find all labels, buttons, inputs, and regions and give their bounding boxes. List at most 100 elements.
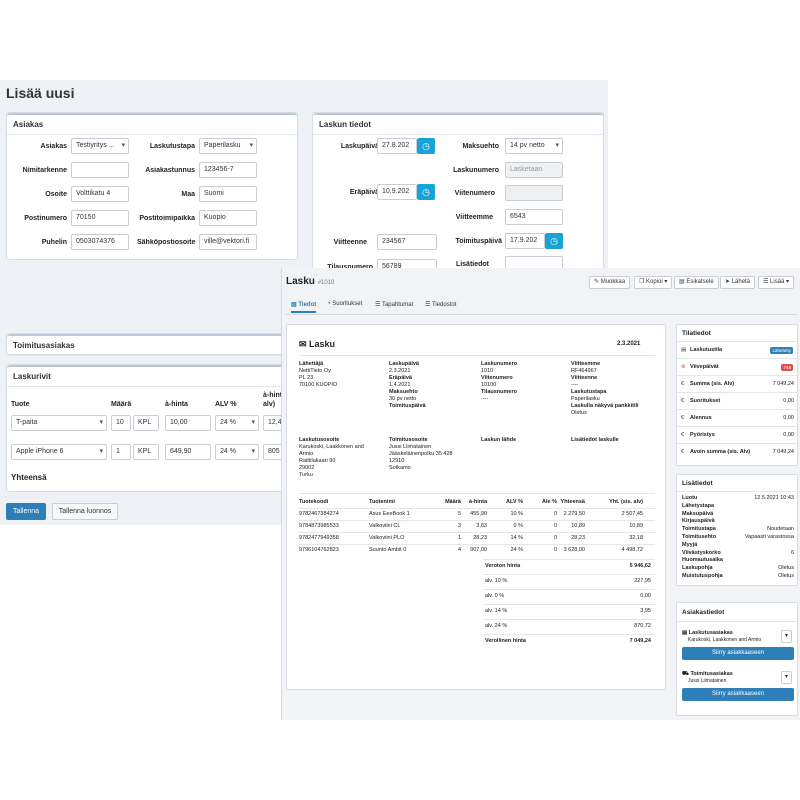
row1-vat[interactable]: 24 %	[215, 415, 259, 431]
status-badge: Lähetetty	[770, 347, 793, 354]
asiakas-field-label: Postitoimipaikka	[139, 215, 195, 222]
table-cell: 4 498,72	[621, 547, 643, 553]
viitenumero-input[interactable]	[505, 185, 563, 201]
sender-line: 70100 KUOPIO	[299, 382, 338, 388]
status-icon: €	[681, 449, 685, 455]
doc-date: 2.3.2021	[617, 341, 641, 347]
save-button[interactable]: Tallenna	[6, 503, 46, 520]
table-cell: Suunto Ambit 0	[369, 547, 407, 553]
invoice-source-label: Laskun lähde	[481, 437, 517, 443]
asiakas-field-input[interactable]: Testiyritys ...	[71, 138, 129, 154]
table-cell: 10,89	[571, 523, 585, 529]
sender-line: PL 23	[299, 375, 314, 381]
goto-delivery-customer-button[interactable]: Siirry asiakkaaseen	[682, 688, 794, 701]
info-label: Toimitustapa	[682, 526, 716, 533]
info-value: Oletus	[778, 573, 794, 579]
status-label: Pyöristys	[690, 432, 715, 438]
erapaiva-input[interactable]: 10.9.202	[377, 184, 417, 200]
edit-button[interactable]: ✎ Muokkaa	[589, 276, 631, 289]
row2-unit[interactable]: KPL	[133, 444, 159, 460]
info-value: Noudetaan	[767, 526, 794, 533]
col-maara: Määrä	[111, 401, 132, 408]
summary-value: 5 946,62	[629, 563, 651, 569]
row2-vat[interactable]: 24 %	[215, 444, 259, 460]
tab-tiedostot[interactable]: ☰ Tiedostot	[425, 302, 457, 308]
tab-tapahtumat[interactable]: ☰ Tapahtumat	[375, 302, 414, 308]
info-value: Vapaasti varastossa	[744, 534, 794, 540]
asiakas-field-input[interactable]: Suomi	[199, 186, 257, 202]
maksuehto-label: Maksuehto	[462, 143, 499, 150]
	[483, 619, 655, 620]
table-cell: 1	[457, 535, 461, 541]
toimituspaiva-input[interactable]: 17.9.202	[505, 233, 545, 249]
status-value: 7 049,24	[772, 449, 794, 455]
viitteenne-input[interactable]: 234567	[377, 234, 437, 250]
row2-product[interactable]: Apple iPhone 6	[11, 444, 107, 460]
delivery-address-label: Toimitusosoite	[389, 437, 428, 443]
asiakas-field-input[interactable]: Paperilasku	[199, 138, 257, 154]
save-draft-button[interactable]: Tallenna luonnos	[52, 503, 118, 520]
info-label: Viitenumero	[481, 375, 513, 381]
viitenumero-label: Viitenumero	[454, 190, 495, 197]
info-value: 12.5.2021 10:43	[754, 495, 794, 501]
calendar-icon[interactable]: ◷	[545, 233, 563, 249]
laskurivit-title: Laskurivit	[7, 365, 297, 387]
row1-unit[interactable]: KPL	[133, 415, 159, 431]
row2-price[interactable]: 649,90	[165, 444, 211, 460]
table-cell: 9784873985533	[299, 523, 339, 529]
table-cell: 3	[457, 523, 461, 529]
maksuehto-select[interactable]: 14 pv netto	[505, 138, 563, 154]
info-value: Paperilasku	[571, 396, 600, 402]
status-label: Laskutustila	[690, 347, 723, 353]
row2-qty[interactable]: 1	[111, 444, 131, 460]
tab-tiedot[interactable]: ▤ Tiedot	[291, 301, 317, 313]
info-label: Myyjä	[682, 541, 698, 548]
col-a-hinta: à-hinta	[165, 401, 188, 408]
calendar-icon[interactable]: ◷	[417, 138, 435, 154]
status-icon: €	[681, 398, 685, 404]
preview-button[interactable]: ▤ Esikatsele	[674, 276, 719, 289]
copy-button[interactable]: ❐ Kopioi ▾	[634, 276, 673, 289]
status-value: 0,00	[783, 398, 794, 404]
asiakas-field-label: Maa	[181, 191, 195, 198]
send-button[interactable]: ➤ Lähetä	[720, 276, 756, 289]
info-value: Oletus	[571, 410, 587, 416]
row1-product[interactable]: T-paita	[11, 415, 107, 431]
asiakas-field-input[interactable]: 123456-7	[199, 162, 257, 178]
summary-label: alv. 0 %	[485, 593, 505, 599]
goto-billing-customer-button[interactable]: Siirry asiakkaaseen	[682, 647, 794, 660]
summary-value: 870,72	[634, 623, 651, 629]
info-label: Maksuehto	[389, 389, 418, 395]
table-cell: 4	[457, 547, 461, 553]
row1-qty[interactable]: 10	[111, 415, 131, 431]
asiakas-field-input[interactable]	[71, 162, 129, 178]
status-badge: 748	[781, 364, 793, 371]
lisatiedot-title: Lisätiedot	[682, 480, 713, 487]
laskupaiva-input[interactable]: 27.8.202	[377, 138, 417, 154]
asiakas-field-input[interactable]: ville@vektori.fi	[199, 234, 257, 250]
billing-customer-value: Karukoski, Laakkonen and Armio	[688, 637, 762, 643]
page-title: Lisää uusi	[6, 85, 75, 101]
	[299, 493, 655, 494]
table-cell: 10 %	[510, 511, 523, 517]
more-button[interactable]: ☰ Lisää ▾	[758, 276, 795, 289]
summary-value: 0,00	[640, 593, 651, 599]
chevron-down-icon[interactable]: ▾	[781, 630, 793, 643]
status-label: Summa (sis. Alv)	[690, 381, 735, 387]
asiakas-field-input[interactable]: Kuopio	[199, 210, 257, 226]
asiakas-field-label: Postinumero	[24, 215, 67, 222]
calendar-icon[interactable]: ◷	[417, 184, 435, 200]
tab-suoritukset[interactable]: ◔ Suoritukset	[327, 301, 363, 307]
row1-price[interactable]: 10,00	[165, 415, 211, 431]
asiakas-field-input[interactable]: 0503074376	[71, 234, 129, 250]
chevron-down-icon[interactable]: ▾	[781, 671, 793, 684]
sender-label: Lähettäjä	[299, 361, 324, 367]
laskunumero-input[interactable]: Lasketaan	[505, 162, 563, 178]
info-label: Viitteemme	[571, 361, 601, 367]
viitteemme-input[interactable]: 6543	[505, 209, 563, 225]
invoice-tabs: ▤ Tiedot ◔ Suoritukset ☰ Tapahtumat ☰ Ti…	[285, 299, 797, 315]
summary-value: 7 049,24	[629, 638, 651, 644]
asiakas-field-input[interactable]: 70150	[71, 210, 129, 226]
asiakas-field-input[interactable]: Volttikatu 4	[71, 186, 129, 202]
status-label: Alennus	[690, 415, 712, 421]
